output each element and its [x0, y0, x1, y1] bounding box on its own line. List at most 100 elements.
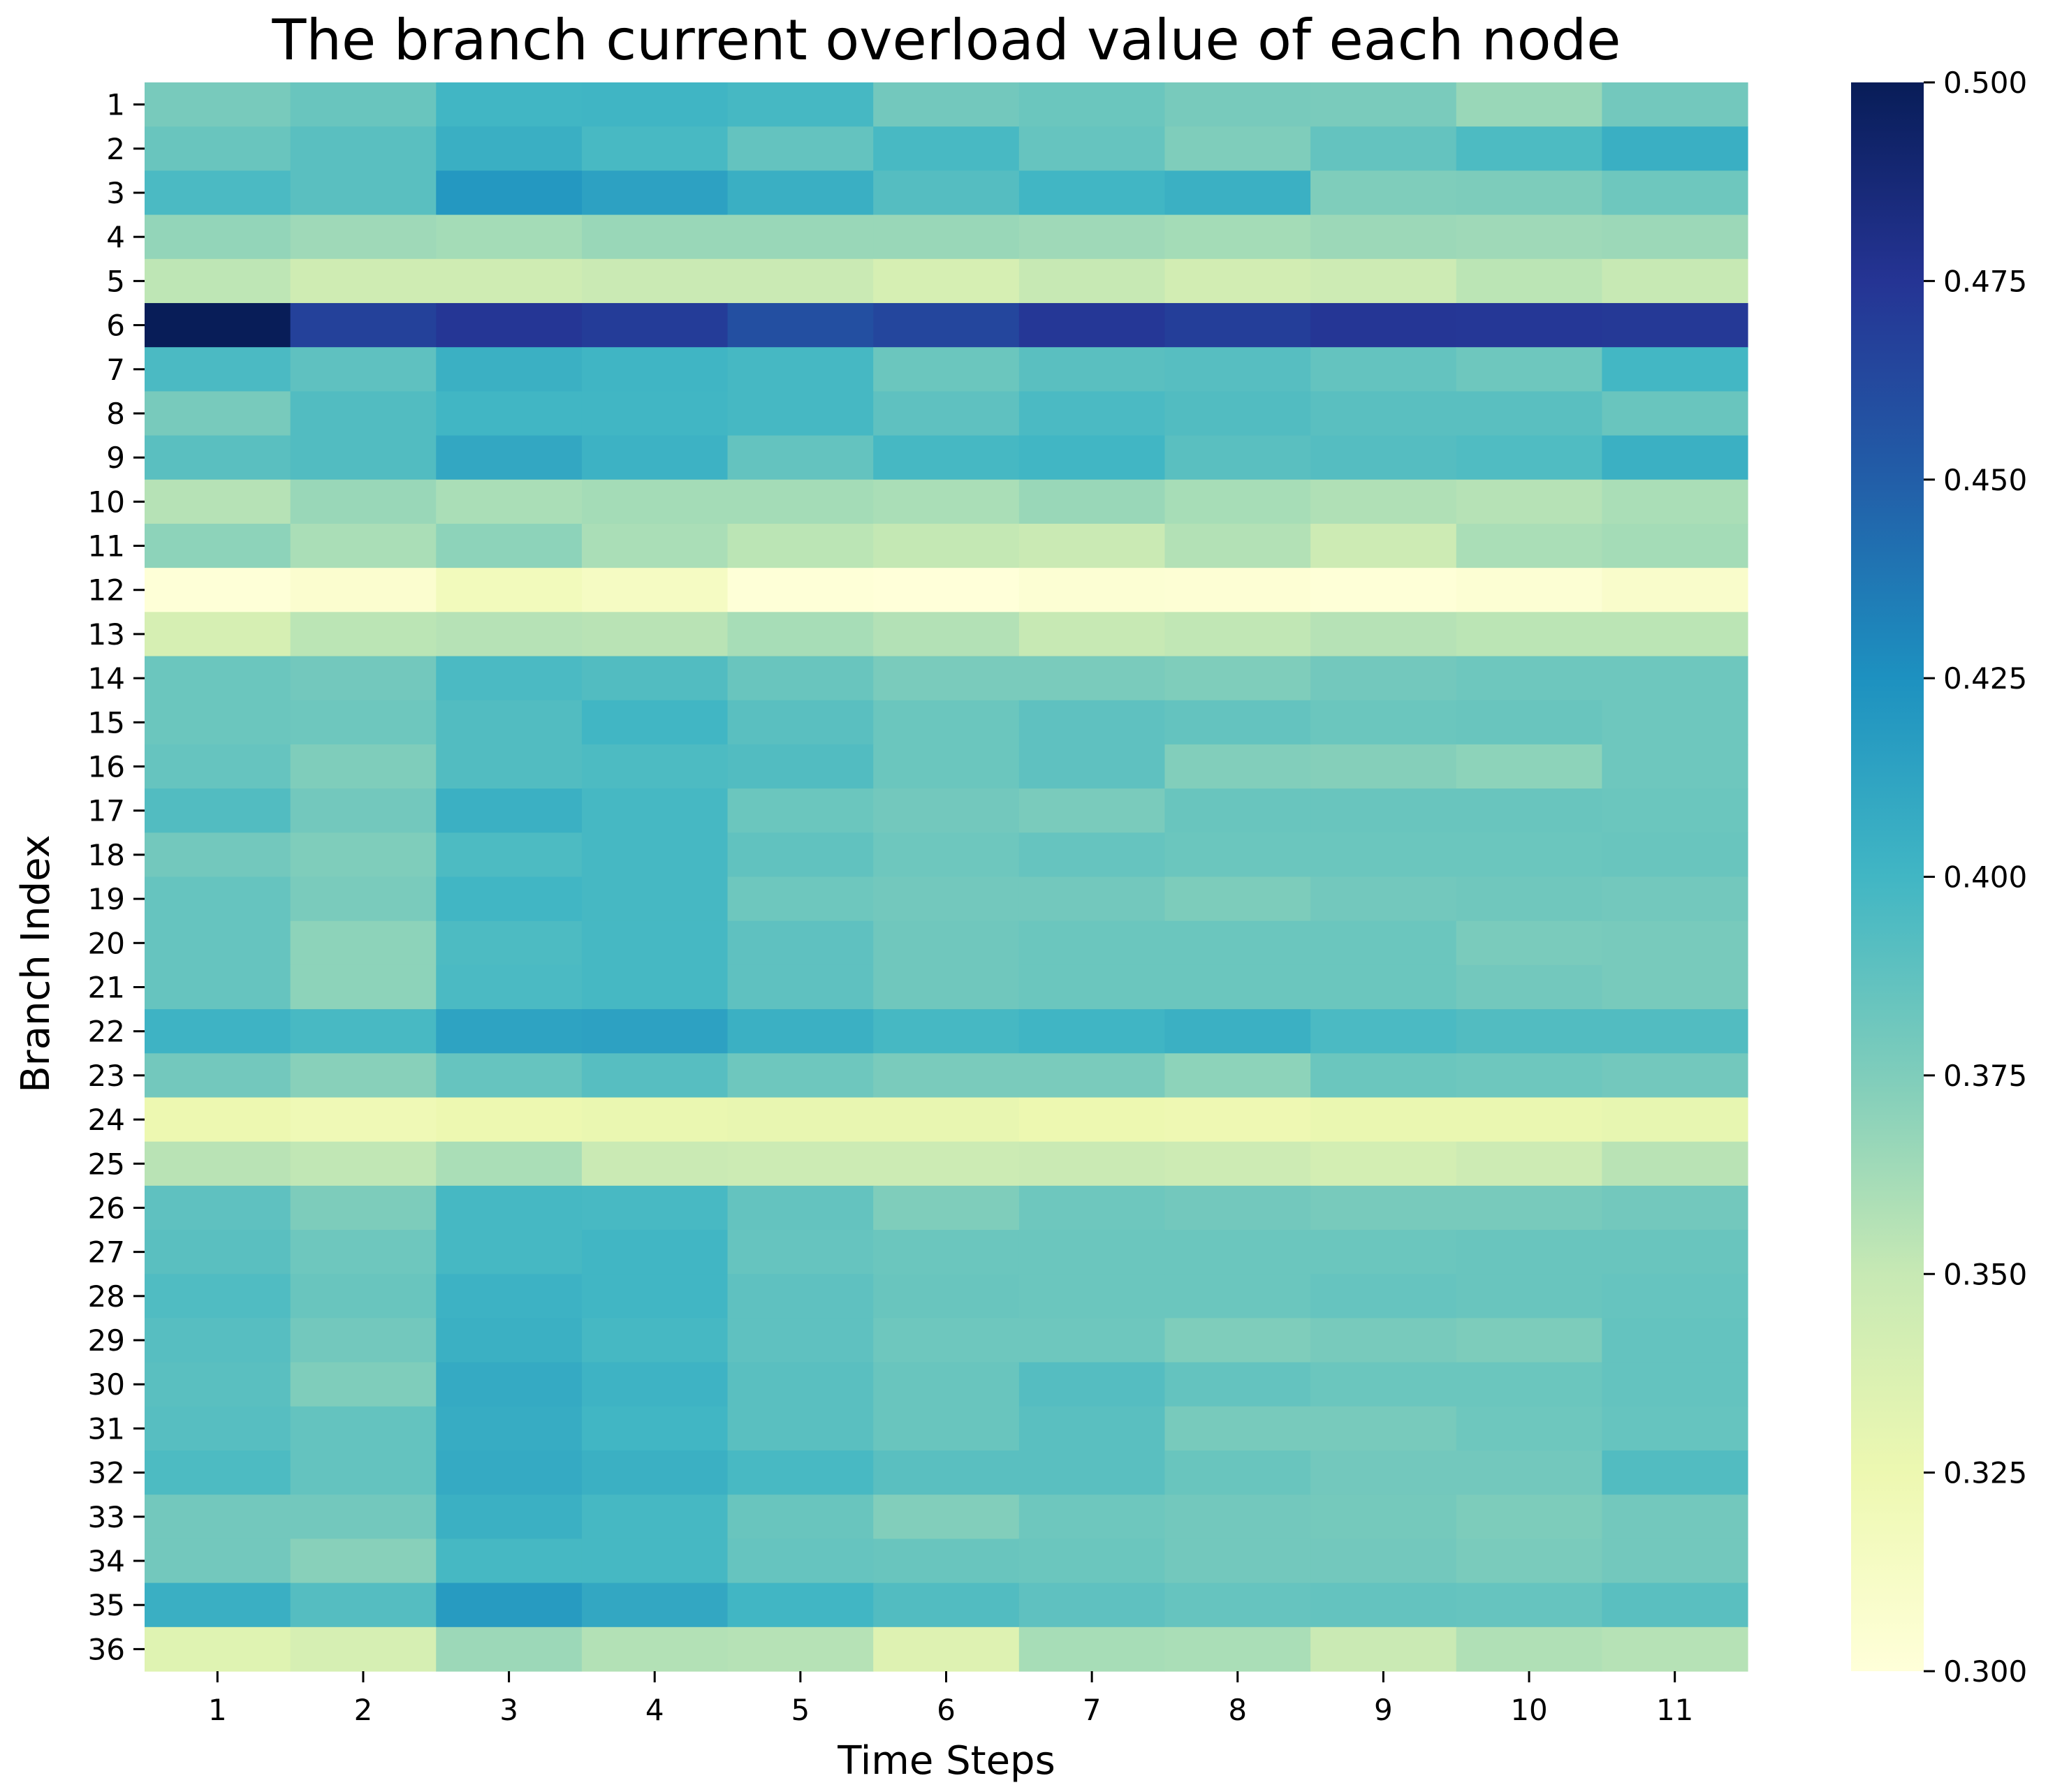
- heatmap-cell: [727, 1141, 874, 1187]
- colorbar-tick-label: 0.325: [1943, 1456, 2027, 1490]
- heatmap-cell: [727, 612, 874, 657]
- heatmap-cell: [1310, 1318, 1457, 1363]
- heatmap-cell: [1164, 964, 1311, 1010]
- colorbar-tick-label: 0.500: [1943, 66, 2027, 100]
- heatmap-cell: [1602, 700, 1748, 745]
- heatmap-cell: [145, 302, 291, 348]
- heatmap-cell: [1018, 1451, 1166, 1495]
- heatmap-cell: [1018, 126, 1166, 171]
- heatmap-cell: [873, 1406, 1020, 1451]
- heatmap-cell: [1164, 258, 1311, 304]
- y-tick-label: 15: [88, 705, 125, 740]
- heatmap-cell: [1018, 435, 1166, 480]
- heatmap-cell: [290, 1362, 437, 1407]
- heatmap-cell: [581, 1626, 729, 1672]
- heatmap-cell: [1164, 214, 1311, 260]
- heatmap-cell: [727, 832, 874, 878]
- heatmap-cell: [1456, 1185, 1602, 1231]
- heatmap-cell: [581, 82, 729, 127]
- x-tick-label: 7: [1083, 1693, 1102, 1727]
- heatmap-cell: [1018, 700, 1166, 745]
- heatmap-cell: [1164, 1230, 1311, 1275]
- heatmap-cell: [581, 479, 729, 524]
- heatmap-cell: [145, 876, 291, 922]
- y-tick-label: 24: [88, 1103, 125, 1137]
- heatmap-cell: [436, 258, 583, 304]
- heatmap-cell: [1310, 1538, 1457, 1584]
- heatmap-cell: [1456, 832, 1602, 878]
- heatmap-cell: [290, 920, 437, 966]
- heatmap-cell: [873, 920, 1020, 966]
- heatmap-cell: [581, 391, 729, 436]
- heatmap-cell: [727, 656, 874, 701]
- heatmap-cell: [145, 479, 291, 524]
- heatmap-cell: [290, 1230, 437, 1275]
- heatmap-cell: [581, 1053, 729, 1099]
- heatmap-cell: [145, 920, 291, 966]
- heatmap-cell: [290, 1494, 437, 1540]
- heatmap-cell: [1164, 1274, 1311, 1319]
- heatmap-cell: [1018, 1230, 1166, 1275]
- heatmap-cell: [1018, 832, 1166, 878]
- heatmap-cell: [290, 1053, 437, 1099]
- heatmap-cell: [1602, 170, 1748, 216]
- heatmap-cell: [436, 700, 583, 745]
- heatmap-cell: [1018, 876, 1166, 922]
- heatmap-cell: [436, 523, 583, 568]
- heatmap-cell: [1456, 1274, 1602, 1319]
- chart-title: The branch current overload value of eac…: [271, 8, 1621, 73]
- heatmap-cell: [1310, 964, 1457, 1010]
- heatmap-cell: [290, 568, 437, 612]
- heatmap-cell: [145, 1494, 291, 1540]
- heatmap-cell: [873, 788, 1020, 833]
- heatmap-cell: [873, 1626, 1020, 1672]
- x-tick-label: 6: [937, 1693, 956, 1727]
- y-tick-label: 6: [106, 309, 125, 343]
- heatmap-cell: [1164, 1626, 1311, 1672]
- heatmap-cell: [727, 964, 874, 1010]
- heatmap-cell: [290, 744, 437, 789]
- heatmap-cell: [436, 1494, 583, 1540]
- heatmap-cell: [581, 1451, 729, 1495]
- heatmap-cell: [436, 391, 583, 436]
- heatmap-cell: [873, 700, 1020, 745]
- heatmap-cell: [1456, 1230, 1602, 1275]
- heatmap-cell: [436, 1362, 583, 1407]
- heatmap-cell: [1456, 612, 1602, 657]
- heatmap-cell: [581, 1362, 729, 1407]
- y-tick-label: 16: [88, 750, 125, 784]
- heatmap-cell: [436, 82, 583, 127]
- heatmap-cell: [1310, 1451, 1457, 1495]
- heatmap-cell: [1456, 876, 1602, 922]
- heatmap-cell: [727, 920, 874, 966]
- heatmap-cell: [1602, 656, 1748, 701]
- heatmap-cell: [1018, 568, 1166, 612]
- heatmap-cell: [1018, 170, 1166, 216]
- heatmap-cell: [1602, 876, 1748, 922]
- heatmap-cell: [1018, 612, 1166, 657]
- y-tick-label: 10: [88, 485, 125, 519]
- heatmap-cell: [873, 832, 1020, 878]
- heatmap-cell: [1018, 302, 1166, 348]
- x-tick-label: 11: [1656, 1693, 1693, 1727]
- heatmap-cell: [873, 391, 1020, 436]
- heatmap-cell: [1602, 1141, 1748, 1187]
- y-tick-label: 2: [106, 132, 125, 166]
- y-tick-label: 13: [88, 617, 125, 652]
- heatmap-cell: [290, 1318, 437, 1363]
- heatmap-cell: [1602, 1362, 1748, 1407]
- heatmap-cell: [1164, 1318, 1311, 1363]
- heatmap-cell: [436, 920, 583, 966]
- heatmap-cell: [1164, 435, 1311, 480]
- heatmap-cell: [145, 1185, 291, 1231]
- heatmap-cell: [1456, 920, 1602, 966]
- heatmap-cell: [1018, 1406, 1166, 1451]
- heatmap-cell: [1456, 302, 1602, 348]
- heatmap-cell: [727, 1538, 874, 1584]
- heatmap-cell: [873, 1451, 1020, 1495]
- heatmap-cell: [1456, 1141, 1602, 1187]
- y-tick-label: 29: [88, 1323, 125, 1358]
- heatmap-cell: [873, 876, 1020, 922]
- heatmap-cell: [436, 1230, 583, 1275]
- heatmap-cell: [1310, 788, 1457, 833]
